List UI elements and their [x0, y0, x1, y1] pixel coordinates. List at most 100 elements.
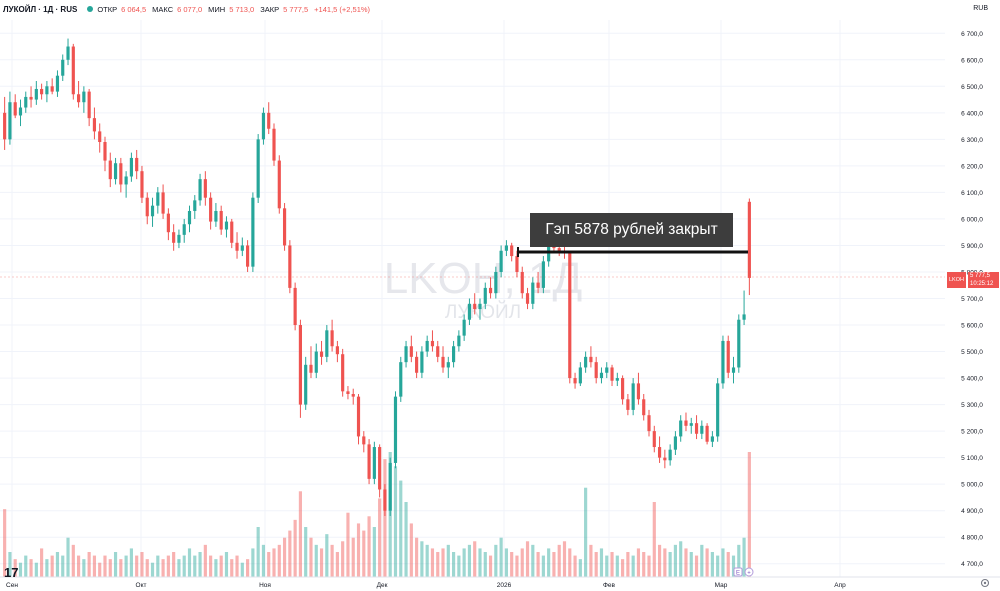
tradingview-logo[interactable]: 17 [4, 565, 19, 580]
candle [214, 203, 218, 227]
candle [415, 351, 419, 379]
candle [319, 340, 324, 365]
volume-bar [224, 552, 229, 577]
volume-bar [156, 555, 160, 577]
volume-bar [71, 544, 75, 577]
x-tick-label: 2026 [497, 582, 512, 589]
x-tick-label: Ноя [259, 582, 271, 589]
volume-bar [557, 544, 561, 577]
candle [61, 54, 65, 82]
candle [40, 83, 44, 100]
candle [209, 192, 213, 230]
volume-bar [462, 548, 466, 577]
candle [198, 173, 202, 206]
candle [224, 216, 229, 238]
price-axis[interactable]: 6 700,0 6 600,0 6 500,0 6 400,0 6 300,0 6 200… [961, 31, 983, 568]
volume-bar [452, 552, 456, 577]
volume-bar [631, 555, 635, 577]
candle [119, 157, 123, 193]
volume-bar [145, 559, 149, 577]
volume-bar [716, 555, 720, 577]
candle [330, 319, 334, 352]
volume-bar [219, 555, 223, 577]
candle [673, 431, 677, 455]
candle [187, 205, 192, 233]
candles [3, 38, 751, 516]
candle [87, 88, 91, 127]
candle [573, 372, 577, 389]
volume-bar [430, 548, 435, 577]
candle [504, 240, 508, 257]
candle [399, 356, 403, 402]
candle [372, 441, 376, 485]
candle [24, 91, 28, 113]
volume-bar [193, 555, 197, 577]
candle [404, 340, 408, 368]
volume-bar [404, 502, 408, 577]
volume-bar [378, 498, 382, 577]
candle [731, 356, 736, 384]
volume-bar [346, 512, 350, 577]
volume-bar [504, 548, 508, 577]
candle [55, 70, 60, 97]
volume-bar [657, 544, 662, 577]
volume-bar [520, 548, 524, 577]
y-tick-label: 6 200,0 [961, 163, 983, 170]
candle [29, 86, 33, 108]
y-tick-label: 6 500,0 [961, 84, 983, 91]
candle [626, 393, 630, 416]
candle [261, 107, 266, 145]
volume-bar [140, 552, 144, 577]
volume-bar [383, 459, 387, 577]
volume-bar [330, 544, 334, 577]
volume-bar [66, 537, 70, 577]
volume-bar [50, 555, 54, 577]
volume-bar [135, 555, 139, 577]
candle [288, 240, 292, 294]
y-tick-label: 5 500,0 [961, 349, 983, 356]
volume-bar [436, 552, 440, 577]
candle [203, 171, 207, 206]
candle [462, 314, 466, 341]
candle [383, 484, 387, 516]
gap-annotation[interactable]: Гэп 5878 рублей закрыт [530, 213, 733, 247]
y-tick-label: 4 700,0 [961, 561, 983, 568]
candle [584, 351, 588, 373]
volume-bar [420, 541, 424, 577]
volume-bar [92, 555, 97, 577]
candle [642, 393, 646, 421]
volume-bar [737, 544, 741, 577]
currency-label[interactable]: RUB [973, 5, 988, 12]
symbol-title[interactable]: ЛУКОЙЛ · 1Д · RUS [3, 4, 78, 14]
volume-bar [161, 559, 165, 577]
candle [589, 346, 593, 368]
volume-bar [298, 491, 302, 577]
candle [267, 102, 271, 135]
svg-text:E: E [736, 571, 740, 577]
candle [251, 192, 255, 272]
time-axis[interactable]: Сен Окт Ноя Дек 2026 Фев Мар Апр [0, 576, 1000, 589]
volume-bar [124, 555, 128, 577]
candle [478, 298, 482, 320]
candle [425, 335, 429, 357]
dividend-marker-icon[interactable]: + [744, 567, 754, 577]
candle [721, 335, 725, 389]
volume-bar [483, 552, 487, 577]
candle [657, 436, 662, 463]
open-label: ОТКР [97, 4, 118, 14]
gear-icon[interactable] [980, 578, 990, 588]
event-marker-icon[interactable]: E [733, 567, 743, 577]
candle [716, 378, 720, 442]
candle [351, 388, 355, 405]
candle [13, 94, 17, 119]
candle [710, 431, 714, 448]
volume-bar [261, 544, 266, 577]
volume-bar [119, 559, 123, 577]
volume-bar [425, 544, 429, 577]
watermark-ticker: LKOH, 1Д [384, 254, 583, 303]
candle [246, 240, 250, 272]
grid [0, 20, 945, 577]
volume-bar [362, 530, 366, 577]
volume-bar [626, 552, 630, 577]
